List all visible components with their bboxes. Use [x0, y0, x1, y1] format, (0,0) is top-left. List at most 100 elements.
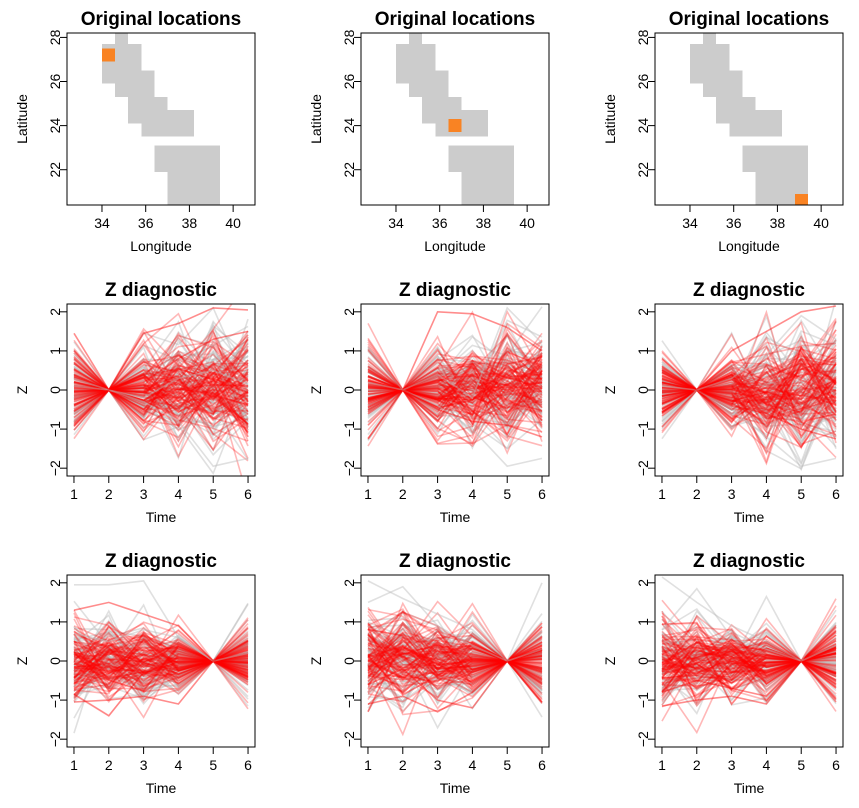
series-line-red — [73, 640, 249, 702]
series-line-gray — [73, 371, 249, 441]
series-line-red — [661, 645, 837, 697]
series-line-gray — [73, 641, 249, 680]
series-line-gray — [73, 367, 249, 416]
land-cell-column — [703, 33, 717, 97]
series-line-gray — [661, 629, 837, 701]
series-line-gray — [367, 380, 543, 427]
series-line-red — [73, 652, 249, 693]
series-line-red — [661, 363, 837, 424]
series-line-red — [73, 640, 249, 696]
map-1: 34 36 38 40 22 24 26 28 Original locations Longit… — [14, 9, 256, 254]
series-line-red — [661, 615, 837, 704]
series-line-gray — [367, 635, 543, 697]
series-line-gray — [661, 644, 837, 662]
chart-title: Z diagnostic — [399, 551, 511, 572]
series-line-gray — [661, 357, 837, 450]
series-line-red — [73, 641, 249, 693]
series-line-red — [661, 656, 837, 681]
y-tick-label: 2 — [47, 579, 63, 587]
series-line-gray — [367, 628, 543, 695]
x-tick-label: 34 — [682, 215, 698, 231]
series-line-red — [367, 374, 543, 407]
map-2: 34 36 38 40 22 24 26 28 Original locations Longit… — [308, 9, 550, 254]
series-line-gray — [73, 637, 249, 691]
series-line-gray — [367, 335, 543, 413]
series-line-gray — [367, 632, 543, 680]
series-line-red — [73, 644, 249, 677]
series-line-red — [367, 347, 543, 404]
series-line-extreme — [73, 307, 249, 392]
series-line-red — [73, 370, 249, 413]
series-line-red — [661, 351, 837, 440]
series-line-gray — [367, 366, 543, 416]
x-axis-label: Longitude — [130, 238, 192, 254]
series-line-gray — [367, 635, 543, 672]
series-line-gray — [73, 641, 249, 671]
series-line-gray — [73, 367, 249, 412]
series-line-red — [661, 369, 837, 426]
series-line-gray — [661, 647, 837, 692]
y-tick-label: −2 — [341, 460, 357, 476]
series-line-gray — [661, 628, 837, 697]
series-line-red — [367, 641, 543, 699]
series-line-red — [661, 615, 837, 678]
x-tick-label: 5 — [503, 757, 511, 773]
land-cell-column — [141, 70, 155, 137]
series-line-red — [661, 634, 837, 684]
series-line-gray — [367, 647, 543, 669]
series-line-red — [661, 363, 837, 405]
z-row2-col3: 1 2 3 4 5 6 −2 −1 0 1 2 Z diagnostic Time Z — [602, 280, 844, 525]
series-line-red — [73, 617, 249, 696]
y-tick-label: 1 — [341, 347, 357, 355]
series-line-gray — [73, 648, 249, 693]
series-line-red — [661, 660, 837, 693]
series-line-red — [661, 363, 837, 423]
series-line-gray — [367, 621, 543, 673]
series-line-red — [367, 352, 543, 427]
series-line-red — [661, 638, 837, 686]
series-line-gray — [661, 342, 837, 430]
x-tick-label: 5 — [209, 757, 217, 773]
series-line-red — [367, 385, 543, 421]
series-line-red — [73, 638, 249, 681]
land-cell-column — [716, 44, 730, 124]
series-line-red — [73, 641, 249, 677]
series-line-red — [73, 355, 249, 391]
series-line-gray — [73, 637, 249, 671]
series-line-gray — [661, 353, 837, 440]
series-line-gray — [661, 342, 837, 415]
series-line-red — [73, 643, 249, 692]
series-line-gray — [661, 623, 837, 672]
series-line-extreme — [661, 659, 837, 707]
series-line-red — [367, 345, 543, 436]
series-line-red — [367, 639, 543, 686]
series-line-gray — [73, 640, 249, 677]
series-line-gray — [661, 637, 837, 678]
series-line-red — [661, 346, 837, 440]
series-line-red — [73, 372, 249, 408]
series-line-red — [661, 634, 837, 681]
series-line-red — [73, 659, 249, 685]
series-line-gray — [661, 365, 837, 417]
series-line-gray — [73, 364, 249, 435]
series-line-red — [73, 633, 249, 684]
series-line-red — [367, 355, 543, 418]
series-line-gray — [367, 319, 543, 414]
series-line-red — [367, 618, 543, 680]
y-tick-label: −2 — [635, 460, 651, 476]
series-line-gray — [73, 330, 249, 406]
series-line-red — [661, 633, 837, 681]
series-line-gray — [73, 373, 249, 422]
series-line-red — [661, 329, 837, 399]
series-line-red — [73, 361, 249, 432]
series-line-red — [73, 340, 249, 410]
series-line-red — [367, 334, 543, 404]
series-line-extreme — [661, 587, 837, 662]
series-line-red — [73, 382, 249, 426]
series-line-gray — [73, 389, 249, 413]
series-line-gray — [367, 380, 543, 430]
y-axis-label: Z — [14, 656, 30, 665]
series-line-red — [661, 634, 837, 674]
series-line-red — [367, 372, 543, 429]
series-line-gray — [367, 660, 543, 695]
